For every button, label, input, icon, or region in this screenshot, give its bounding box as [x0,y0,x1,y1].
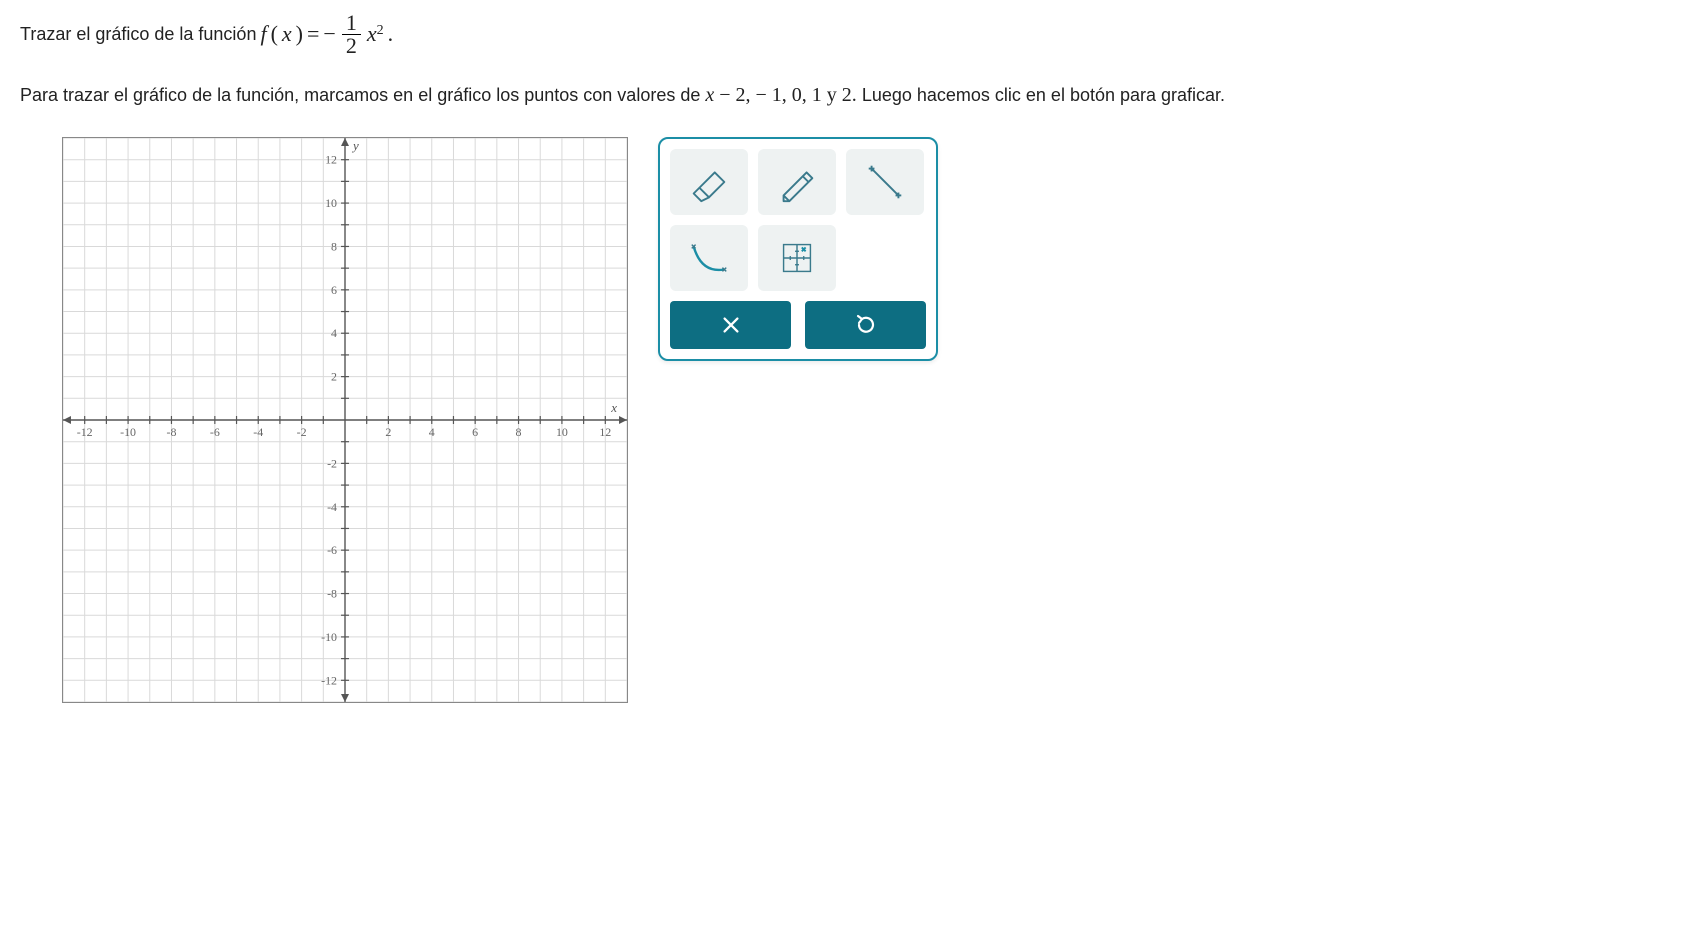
equals-sign: = [307,19,319,50]
svg-text:y: y [351,138,359,153]
close-icon [720,314,742,336]
svg-text:-6: -6 [210,425,220,439]
pencil-icon [774,159,820,205]
svg-text:12: 12 [599,425,611,439]
svg-text:8: 8 [331,239,337,253]
svg-text:4: 4 [331,326,337,340]
problem-statement: Trazar el gráfico de la función f (x) = … [20,12,1674,57]
paren-close: ) [296,19,303,50]
eraser-tool[interactable] [670,149,748,215]
svg-text:-6: -6 [327,543,337,557]
svg-text:10: 10 [556,425,568,439]
undo-icon [854,313,878,337]
clear-button[interactable] [670,301,791,349]
frac-den: 2 [342,35,361,57]
svg-text:2: 2 [385,425,391,439]
svg-text:x: x [610,400,617,415]
func-f: f [260,19,266,50]
svg-text:-10: -10 [120,425,136,439]
svg-text:-12: -12 [77,425,93,439]
x-sym: x [367,21,377,46]
pencil-tool[interactable] [758,149,836,215]
func-arg: x [282,19,292,50]
svg-text:-8: -8 [327,587,337,601]
line-icon [862,159,908,205]
coordinate-grid[interactable]: -12 -12 -10 -10 -8 -8 -6 -6 -4 -4 -2 -2 2 2 4 4 6 6 8 8 10 10… [62,137,628,703]
svg-text:6: 6 [331,283,337,297]
grid-point-icon [774,235,820,281]
svg-text:-2: -2 [327,456,337,470]
tool-row-2 [670,225,926,291]
svg-text:8: 8 [516,425,522,439]
curve-icon [686,235,732,281]
instr-part1: Para trazar el gráfico de la función, ma… [20,85,705,105]
svg-text:-2: -2 [297,425,307,439]
grid-point-tool[interactable] [758,225,836,291]
svg-text:12: 12 [325,153,337,167]
curve-tool[interactable] [670,225,748,291]
svg-text:10: 10 [325,196,337,210]
instr-part2: Luego hacemos clic en el botón para graf… [862,85,1225,105]
svg-text:-12: -12 [321,673,337,687]
instr-values: − 2, − 1, 0, 1 y 2. [714,84,862,106]
tool-row-1 [670,149,926,215]
graph-svg[interactable]: -12 -12 -10 -10 -8 -8 -6 -6 -4 -4 -2 -2 2 2 4 4 6 6 8 8 10 10… [63,138,627,702]
period: . [388,19,394,50]
svg-text:2: 2 [331,370,337,384]
x-squared: x2 [367,19,384,50]
tool-palette [658,137,938,361]
undo-button[interactable] [805,301,926,349]
svg-text:6: 6 [472,425,478,439]
paren-open: ( [271,19,278,50]
svg-text:-4: -4 [253,425,263,439]
frac-num: 1 [342,12,361,35]
svg-text:-10: -10 [321,630,337,644]
action-row [670,301,926,349]
svg-text:-8: -8 [166,425,176,439]
exponent: 2 [377,23,384,38]
minus-sign: − [323,19,335,50]
eraser-icon [686,159,732,205]
workspace: -12 -12 -10 -10 -8 -8 -6 -6 -4 -4 -2 -2 2 2 4 4 6 6 8 8 10 10… [20,137,1674,703]
fraction: 1 2 [342,12,361,57]
instr-x: x [705,84,714,106]
instructions-text: Para trazar el gráfico de la función, ma… [20,81,1360,109]
problem-prefix: Trazar el gráfico de la función [20,22,256,47]
svg-text:4: 4 [429,425,435,439]
svg-text:-4: -4 [327,500,337,514]
line-tool[interactable] [846,149,924,215]
